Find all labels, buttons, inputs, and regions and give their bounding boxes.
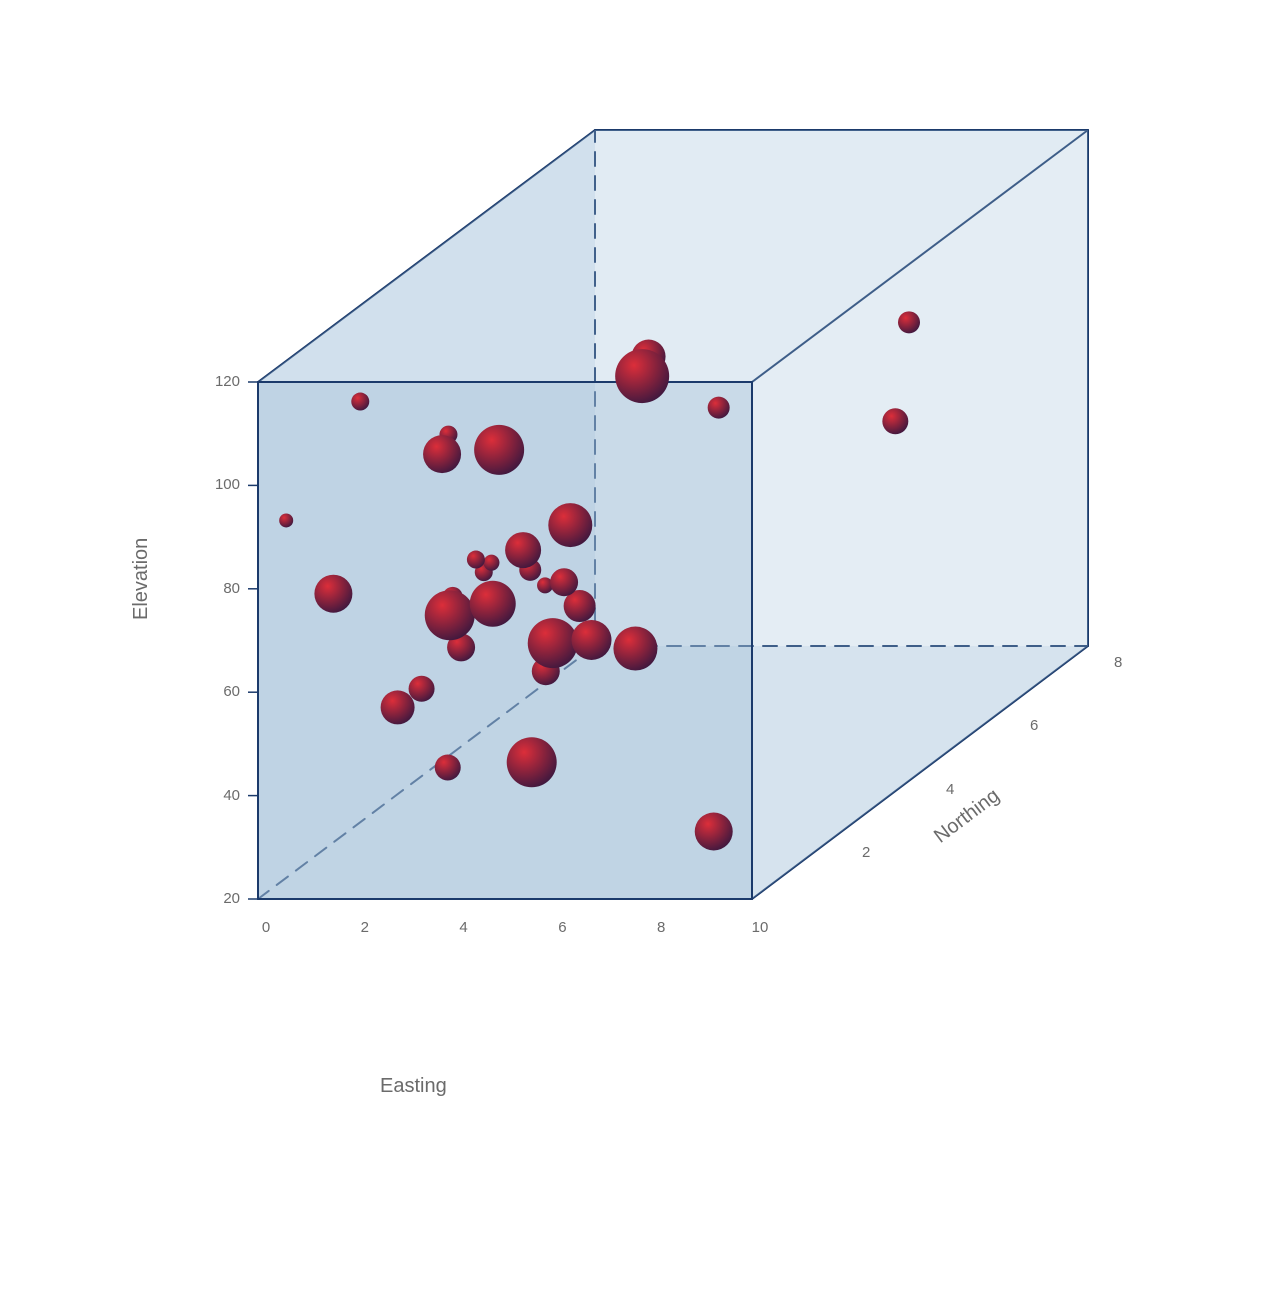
bubble-point <box>381 690 415 724</box>
bubble-point <box>505 532 541 568</box>
chart-3d-bubble: Easting Elevation Northing 2040608010012… <box>0 0 1276 1304</box>
tick-label: 80 <box>223 580 240 597</box>
bubble-point <box>882 408 908 434</box>
bubble-point <box>528 618 578 668</box>
tick-label: 8 <box>1114 654 1122 671</box>
tick-label: 0 <box>262 919 270 936</box>
bubble-point <box>898 311 920 333</box>
tick-label: 8 <box>657 919 665 936</box>
chart-svg <box>0 0 1276 1304</box>
bubble-point <box>572 620 612 660</box>
bubble-point <box>314 575 352 613</box>
bubble-point <box>423 435 461 473</box>
tick-label: 100 <box>215 476 240 493</box>
bubble-point <box>435 754 461 780</box>
tick-label: 120 <box>215 373 240 390</box>
tick-label: 40 <box>223 787 240 804</box>
tick-label: 10 <box>752 919 769 936</box>
tick-label: 20 <box>223 890 240 907</box>
bubble-point <box>351 393 369 411</box>
bubble-point <box>474 425 524 475</box>
tick-label: 4 <box>459 919 467 936</box>
bubble-point <box>467 551 485 569</box>
bubble-point <box>548 503 592 547</box>
tick-label: 2 <box>862 844 870 861</box>
bubble-point <box>425 590 475 640</box>
bubble-point <box>550 568 578 596</box>
x-axis-label: Easting <box>380 1075 447 1098</box>
tick-label: 6 <box>1030 717 1038 734</box>
bubble-point <box>695 812 733 850</box>
tick-label: 60 <box>223 683 240 700</box>
bubble-point <box>507 737 557 787</box>
tick-label: 6 <box>558 919 566 936</box>
bubble-point <box>409 676 435 702</box>
z-axis-label: Elevation <box>130 538 153 620</box>
bubble-point <box>613 627 657 671</box>
bubble-point <box>708 397 730 419</box>
tick-label: 2 <box>361 919 369 936</box>
bubble-point <box>483 555 499 571</box>
bubble-point <box>279 513 293 527</box>
tick-label: 4 <box>946 781 954 798</box>
bubble-point <box>470 581 516 627</box>
bubble-point <box>615 349 669 403</box>
